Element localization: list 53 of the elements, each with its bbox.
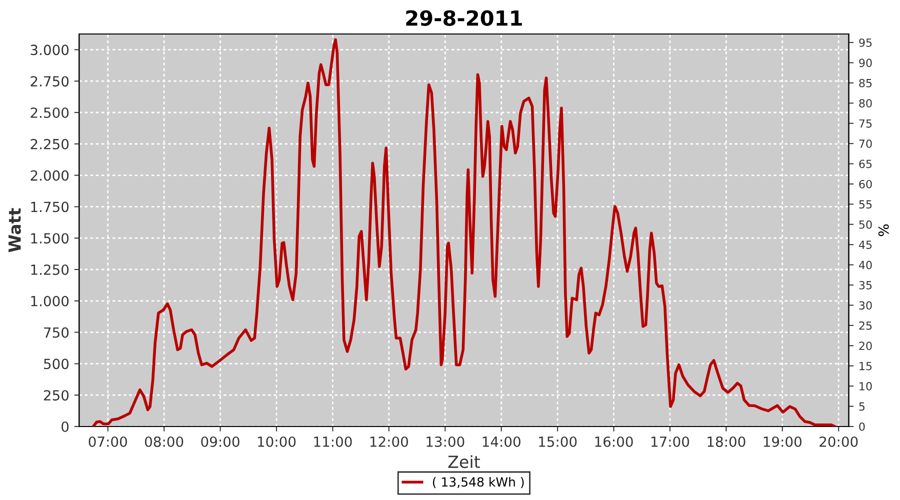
y2-tick-label: 90: [859, 58, 872, 68]
y2-tick-label: 55: [859, 200, 872, 209]
y-tick-label: 250: [44, 390, 69, 401]
y-tick-label: 3.000: [30, 44, 69, 56]
y2-tick-label: 85: [859, 78, 872, 88]
y2-tick-label: 75: [859, 119, 872, 128]
x-tick-label: 12:00: [370, 436, 408, 447]
y2-tick-label: 5: [859, 402, 865, 411]
y2-tick-label: 0: [859, 422, 865, 431]
y-tick-label: 1.250: [31, 264, 69, 275]
line-series: [92, 38, 836, 426]
x-tick-label: 18:00: [708, 436, 746, 447]
y2-tick-label: 35: [859, 280, 872, 290]
x-tick-label: 20:00: [820, 436, 858, 447]
x-tick-label: 15:00: [539, 436, 577, 447]
x-tick-label: 17:00: [651, 436, 690, 447]
x-axis-title: Zeit: [448, 455, 480, 468]
y2-tick-label: 50: [859, 220, 872, 229]
x-tick-label: 08:00: [144, 436, 184, 447]
x-tick-label: 19:00: [764, 436, 802, 447]
y-tick-label: 2.250: [30, 138, 69, 150]
y2-tick-label: 70: [859, 140, 872, 148]
y-tick-label: 1.000: [31, 296, 69, 306]
y2-tick-label: 45: [858, 240, 872, 249]
y2-tick-label: 95: [859, 38, 872, 47]
y2-tick-label: 30: [859, 301, 872, 310]
y-tick-label: 1.750: [31, 202, 69, 212]
y-tick-label: 1.500: [31, 233, 69, 244]
y-tick-label: 2.000: [30, 170, 69, 181]
y2-tick-label: 15: [860, 362, 872, 370]
y2-tick-label: 80: [859, 99, 872, 108]
legend-label: ( 13,548 kWh ): [432, 477, 524, 488]
y2-tick-label: 65: [859, 160, 872, 168]
x-tick-label: 16:00: [595, 436, 633, 447]
y-tick-label: 500: [44, 358, 69, 370]
y2-tick-label: 40: [858, 260, 872, 270]
x-tick-label: 09:00: [201, 436, 240, 447]
x-tick-label: 11:00: [314, 436, 352, 447]
y2-tick-label: 10: [860, 382, 872, 390]
chart-title: 29-8-2011: [406, 10, 522, 26]
y-axis-title: Watt: [8, 208, 21, 252]
x-tick-label: 14:00: [482, 436, 520, 447]
y-tick-label: 2.500: [30, 107, 69, 118]
y2-axis-title: %: [878, 224, 889, 236]
x-tick-label: 10:00: [258, 436, 296, 447]
y2-tick-label: 20: [859, 342, 872, 350]
y2-tick-label: 60: [859, 180, 872, 188]
y-tick-label: 2.750: [30, 76, 69, 87]
x-tick-label: 07:00: [88, 436, 127, 447]
y-tick-label: 0: [62, 421, 69, 432]
y2-tick-label: 25: [859, 321, 872, 330]
y-tick-label: 750: [44, 327, 69, 338]
x-tick-label: 13:00: [426, 436, 464, 447]
